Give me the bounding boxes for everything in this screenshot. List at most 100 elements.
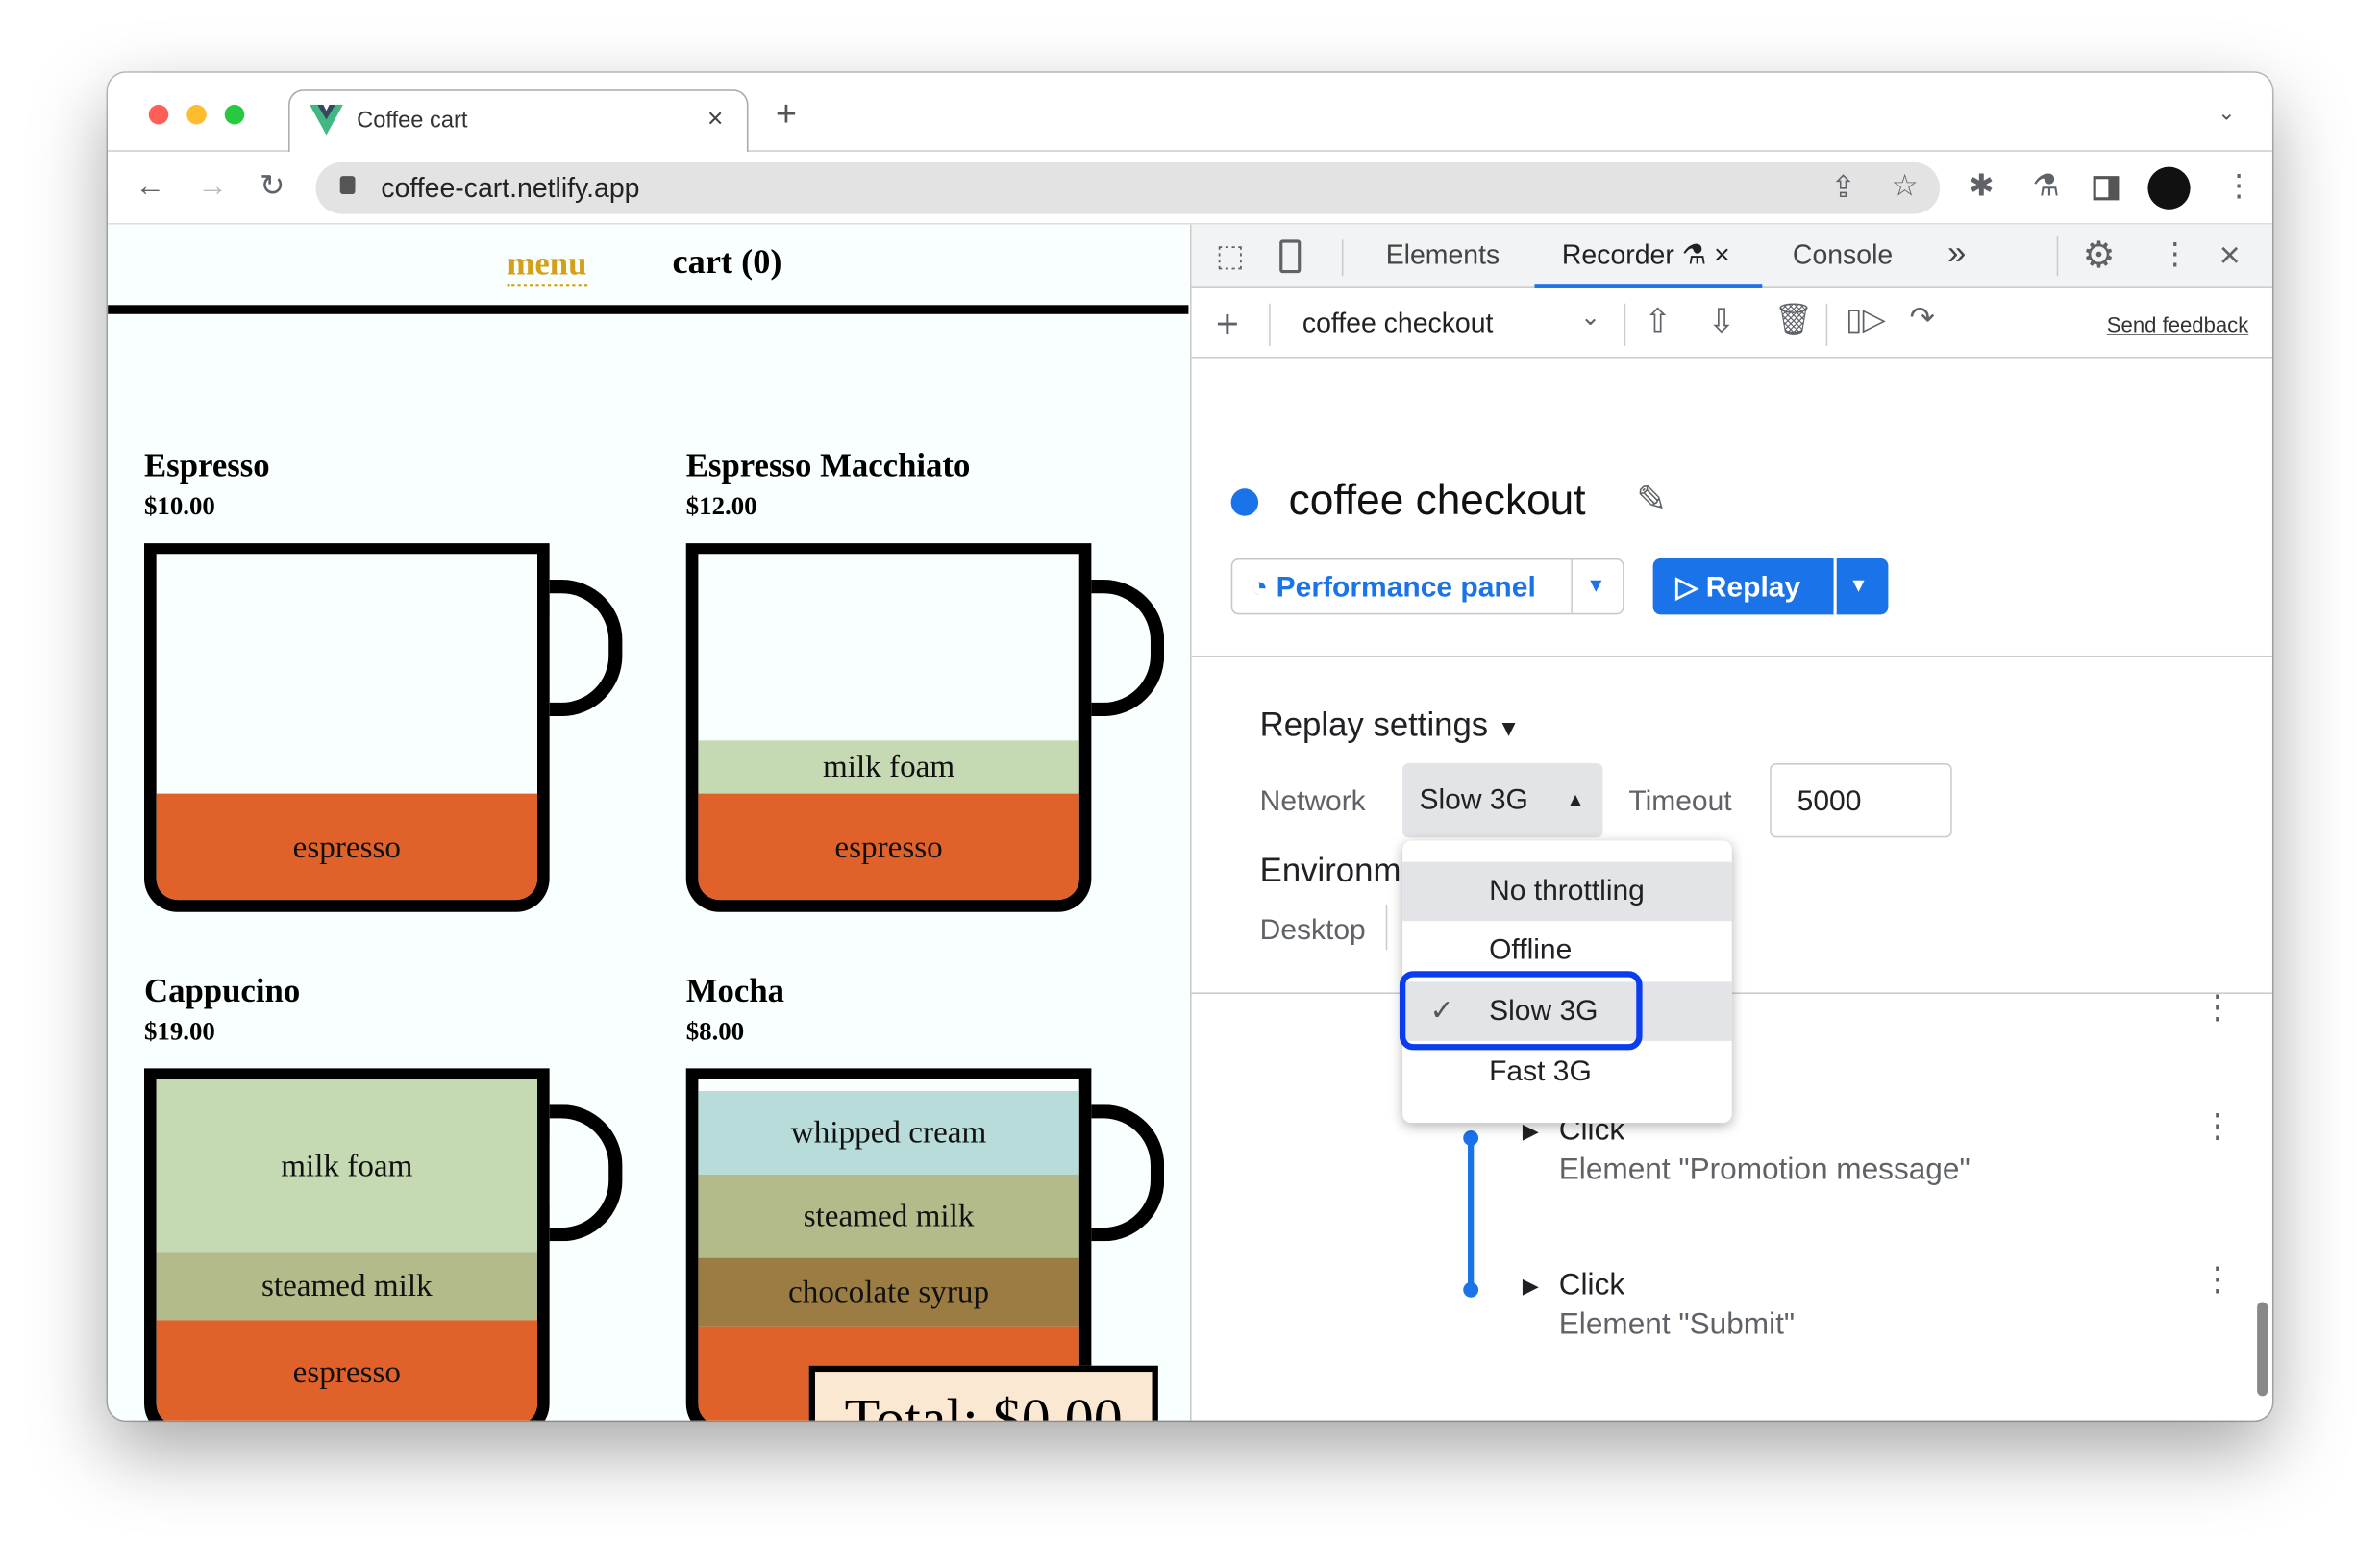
option-label: Slow 3G bbox=[1489, 995, 1599, 1028]
devtools-panel: ⬚ Elements Recorder ⚗ × Console » ⚙ ⋮ × … bbox=[1190, 224, 2272, 1421]
timeline-line bbox=[1467, 1134, 1475, 1293]
network-dropdown-menu: No throttling Offline ✓ Slow 3G Fast 3G bbox=[1399, 840, 1732, 1124]
maximize-window-button[interactable] bbox=[224, 104, 245, 125]
option-no-throttling[interactable]: No throttling bbox=[1402, 861, 1732, 922]
edit-pencil-icon[interactable]: ✎ bbox=[1636, 479, 1668, 521]
tab-bar: Coffee cart × + ⌄ bbox=[108, 72, 2272, 154]
step-detail: Element "Submit" bbox=[1558, 1307, 1796, 1342]
bookmark-star-icon[interactable]: ☆ bbox=[1891, 169, 1919, 204]
cup-layer: espresso bbox=[156, 793, 538, 901]
forward-icon[interactable]: → bbox=[197, 169, 228, 204]
slow-replay-icon[interactable]: ↷ bbox=[1909, 302, 1935, 335]
chevron-down-icon[interactable]: ⌄ bbox=[1579, 305, 1601, 332]
network-label: Network bbox=[1259, 785, 1366, 818]
extensions-icon[interactable]: ✱ bbox=[1969, 169, 1995, 204]
step-dot bbox=[1463, 1281, 1479, 1298]
coffee-price: $10.00 bbox=[144, 491, 215, 521]
caret-down-icon: ▼ bbox=[1497, 716, 1521, 742]
browser-menu-icon[interactable]: ⋮ bbox=[2223, 169, 2254, 204]
expand-triangle-icon[interactable]: ▶ bbox=[1522, 1273, 1539, 1298]
checkmark-icon: ✓ bbox=[1429, 995, 1454, 1028]
option-fast-3g[interactable]: Fast 3G bbox=[1489, 1055, 1592, 1088]
step-menu-icon[interactable]: ⋮ bbox=[2200, 987, 2235, 1027]
import-icon[interactable]: ⇩ bbox=[1707, 302, 1736, 340]
option-offline[interactable]: Offline bbox=[1489, 934, 1573, 967]
cup-handle bbox=[1091, 1104, 1165, 1242]
cup-layer: whipped cream bbox=[698, 1091, 1079, 1175]
coffee-price: $12.00 bbox=[685, 491, 757, 521]
delete-trash-icon[interactable]: 🗑 bbox=[1773, 303, 1814, 337]
send-feedback-link[interactable]: Send feedback bbox=[2106, 312, 2249, 337]
tab-elements[interactable]: Elements bbox=[1385, 239, 1500, 270]
performance-dropdown-icon[interactable]: ▼ bbox=[1586, 573, 1606, 597]
address-bar-row: ← → ↻ coffee-cart.netlify.app ⇪ ☆ ✱ ⚗ ⋮ bbox=[108, 151, 2272, 225]
replay-settings-toggle[interactable]: Replay settings ▼ bbox=[1260, 706, 1521, 745]
caret-up-icon: ▲ bbox=[1566, 788, 1585, 810]
focus-ring bbox=[1399, 971, 1643, 1051]
back-icon[interactable]: ← bbox=[135, 169, 166, 204]
new-tab-button[interactable]: + bbox=[775, 93, 798, 136]
export-icon[interactable]: ⇧ bbox=[1644, 302, 1673, 340]
share-icon[interactable]: ⇪ bbox=[1830, 171, 1856, 206]
performance-panel-button[interactable]: ◔ Performance panel bbox=[1251, 572, 1536, 606]
step-type: Click bbox=[1558, 1268, 1625, 1302]
coffee-cup[interactable]: milk foam espresso bbox=[685, 543, 1092, 912]
step-dot bbox=[1463, 1130, 1479, 1146]
cup-layer: steamed milk bbox=[156, 1252, 538, 1320]
performance-panel-label: Performance panel bbox=[1276, 572, 1536, 605]
cup-layer: chocolate syrup bbox=[698, 1257, 1079, 1327]
tab-recorder-label: Recorder bbox=[1561, 239, 1674, 270]
replay-button[interactable]: ▷ Replay bbox=[1675, 571, 1800, 606]
omnibox[interactable]: coffee-cart.netlify.app ⇪ ☆ bbox=[315, 161, 1941, 214]
timeout-input[interactable]: 5000 bbox=[1770, 763, 1952, 838]
cup-layer: steamed milk bbox=[698, 1174, 1079, 1258]
nav-cart-link[interactable]: cart (0) bbox=[672, 242, 782, 282]
minimize-window-button[interactable] bbox=[186, 104, 207, 125]
expand-triangle-icon[interactable]: ▶ bbox=[1522, 1118, 1539, 1143]
coffee-price: $19.00 bbox=[144, 1016, 215, 1046]
step-menu-icon[interactable]: ⋮ bbox=[2200, 1105, 2235, 1145]
side-panel-icon[interactable] bbox=[2093, 176, 2120, 201]
network-select[interactable]: Slow 3G ▲ bbox=[1402, 763, 1603, 838]
coffee-name: Espresso bbox=[144, 446, 270, 484]
environment-label: Environm bbox=[1259, 851, 1401, 890]
scrollbar[interactable] bbox=[2257, 1302, 2268, 1397]
tab-search-chevron-icon[interactable]: ⌄ bbox=[2218, 100, 2236, 125]
tab-recorder[interactable]: Recorder ⚗ × bbox=[1562, 239, 1730, 271]
step-menu-icon[interactable]: ⋮ bbox=[2200, 1259, 2235, 1298]
total-box[interactable]: Total: $0.00 bbox=[808, 1365, 1158, 1421]
cup-layer: milk foam bbox=[156, 1079, 538, 1253]
recording-select[interactable]: coffee checkout bbox=[1302, 308, 1494, 339]
performance-panel-button-group: ◔ Performance panel ▼ bbox=[1230, 558, 1624, 615]
close-window-button[interactable] bbox=[148, 104, 169, 125]
devtools-menu-icon[interactable]: ⋮ bbox=[2160, 237, 2191, 272]
active-tab-indicator bbox=[1534, 284, 1763, 288]
device-toolbar-icon[interactable] bbox=[1279, 239, 1302, 274]
more-tabs-button[interactable]: » bbox=[1946, 234, 1967, 272]
labs-flask-icon[interactable]: ⚗ bbox=[2032, 169, 2060, 204]
browser-tab[interactable]: Coffee cart × bbox=[288, 89, 749, 154]
option-slow-3g[interactable]: ✓ Slow 3G bbox=[1402, 981, 1732, 1041]
settings-gear-icon[interactable]: ⚙ bbox=[2082, 235, 2116, 277]
cup-layer: milk foam bbox=[698, 740, 1079, 794]
close-devtools-icon[interactable]: × bbox=[2219, 235, 2241, 277]
cup-layer: espresso bbox=[698, 793, 1079, 901]
coffee-name: Cappucino bbox=[144, 971, 301, 1009]
coffee-name: Mocha bbox=[685, 971, 785, 1009]
coffee-cup[interactable]: espresso bbox=[144, 543, 550, 912]
tab-console[interactable]: Console bbox=[1792, 239, 1894, 270]
close-tab-icon[interactable]: × bbox=[707, 103, 724, 134]
tab-title: Coffee cart bbox=[357, 108, 468, 134]
nav-menu-link[interactable]: menu bbox=[507, 244, 587, 287]
inspect-element-icon[interactable]: ⬚ bbox=[1215, 239, 1245, 274]
close-recorder-tab-icon[interactable]: × bbox=[1714, 239, 1730, 270]
step-replay-icon[interactable]: ▯▷ bbox=[1846, 303, 1886, 337]
environment-value: Desktop bbox=[1259, 914, 1366, 948]
profile-avatar[interactable] bbox=[2147, 166, 2191, 210]
create-recording-icon[interactable]: + bbox=[1215, 300, 1239, 346]
coffee-cup[interactable]: milk foam steamed milk espresso bbox=[144, 1068, 550, 1421]
nav-divider bbox=[108, 305, 1189, 314]
replay-dropdown-icon[interactable]: ▼ bbox=[1848, 573, 1869, 597]
reload-icon[interactable]: ↻ bbox=[260, 169, 285, 204]
recording-status-dot bbox=[1230, 488, 1259, 516]
